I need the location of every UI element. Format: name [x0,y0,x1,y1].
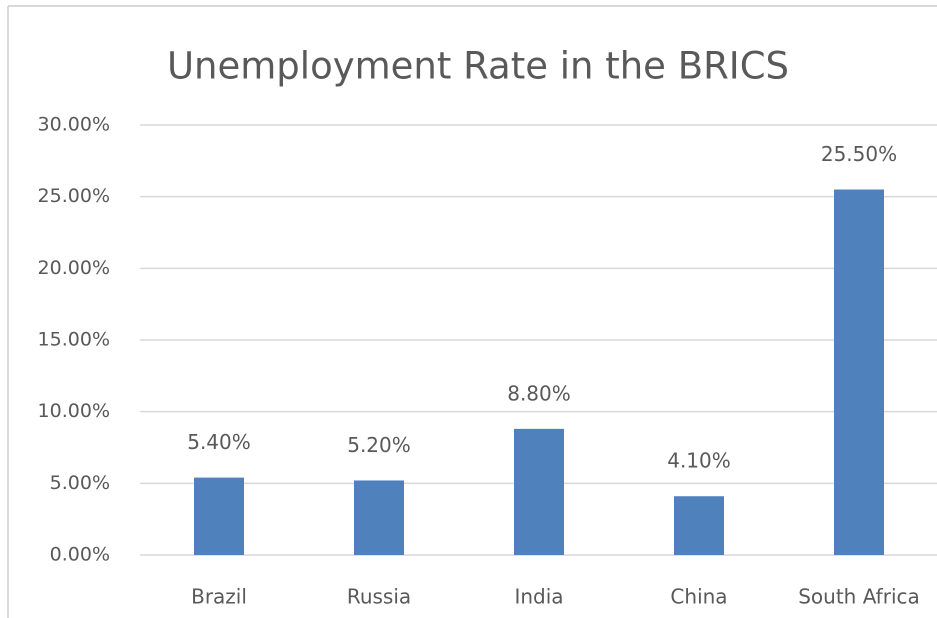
y-tick-label: 0.00% [50,544,110,566]
data-label: 5.40% [187,430,251,454]
data-label: 4.10% [667,449,731,473]
x-tick-label: Russia [347,585,411,609]
y-tick-label: 15.00% [38,329,110,351]
data-label: 25.50% [821,142,897,166]
data-label: 8.80% [507,381,571,405]
bar [354,480,404,555]
x-tick-label: Brazil [191,585,247,609]
bar [514,428,564,555]
bar [674,496,724,555]
bar [834,189,884,555]
y-tick-label: 30.00% [38,114,110,136]
y-tick-label: 5.00% [50,472,110,494]
data-label: 5.20% [347,433,411,457]
bar [194,477,244,555]
x-tick-label: China [670,585,727,609]
y-tick-label: 20.00% [38,257,110,279]
y-tick-label: 10.00% [38,400,110,422]
x-tick-label: India [514,585,563,609]
x-tick-label: South Africa [798,585,920,609]
chart-title: Unemployment Rate in the BRICS [167,45,789,88]
y-tick-label: 25.00% [38,185,110,207]
